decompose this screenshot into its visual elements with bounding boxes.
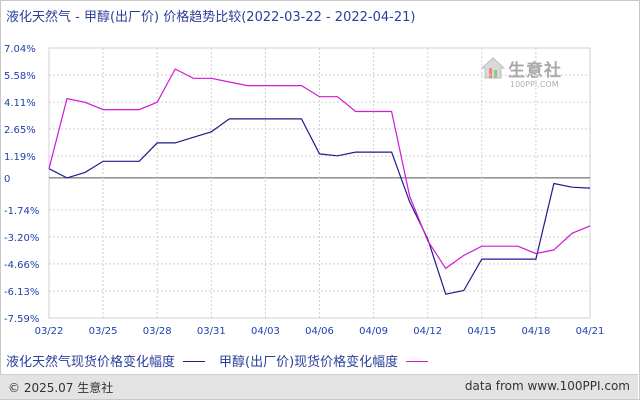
series-line-2	[48, 68, 591, 270]
x-tick-label: 03/25	[89, 326, 118, 337]
legend-label-series2: 甲醇(出厂价)现货价格变化幅度	[219, 355, 399, 370]
x-tick-label: 03/22	[35, 326, 64, 337]
chart-date-range: (2022-03-22 - 2022-04-21)	[241, 10, 416, 25]
x-tick-label: 04/21	[576, 326, 605, 337]
y-tick-label: 4.11%	[4, 98, 36, 109]
y-tick-label: 2.65%	[4, 125, 36, 136]
x-tick-label: 04/06	[305, 326, 334, 337]
series-line-1	[48, 118, 591, 295]
legend-swatch-series2	[406, 361, 429, 362]
footer-copyright: © 2025.07 生意社	[8, 381, 114, 395]
legend-swatch-series1	[183, 361, 206, 362]
chart-legend: 液化天然气现货价格变化幅度 甲醇(出厂价)现货价格变化幅度	[6, 351, 442, 370]
footer-bar: © 2025.07 生意社 data from www.100PPI.com	[0, 374, 638, 399]
chart-grid	[48, 47, 591, 319]
x-tick-label: 03/28	[143, 326, 172, 337]
chart-title: 液化天然气 - 甲醇(出厂价) 价格趋势比较(2022-03-22 - 2022…	[6, 6, 415, 25]
x-tick-label: 04/12	[413, 326, 442, 337]
chart-lines	[48, 68, 591, 295]
y-tick-label: -7.59%	[4, 314, 39, 325]
chart-title-text: 液化天然气 - 甲醇(出厂价) 价格趋势比较	[6, 10, 242, 25]
watermark-house-icon	[480, 57, 506, 79]
y-tick-label: -1.74%	[4, 206, 39, 217]
x-tick-label: 03/31	[197, 326, 226, 337]
legend-label-series1: 液化天然气现货价格变化幅度	[6, 355, 176, 370]
x-axis-ticks: 03/22 03/25 03/28 03/31 04/03 04/06 04/09 04/12…	[35, 326, 605, 337]
x-tick-label: 04/15	[467, 326, 496, 337]
y-axis-ticks: 7.04% 5.58% 4.11% 2.65% 1.19% 0 -1.74% -3.20% -4…	[4, 44, 39, 325]
y-tick-label: 5.58%	[4, 71, 36, 82]
x-tick-label: 04/03	[251, 326, 280, 337]
y-tick-label: -4.66%	[4, 260, 39, 271]
watermark-url: 100PPI.COM	[510, 80, 559, 89]
y-tick-label: 7.04%	[4, 44, 36, 55]
watermark-name: 生意社	[508, 61, 562, 81]
footer-site-link[interactable]: data from www.100PPI.com	[464, 379, 630, 393]
x-tick-label: 04/18	[521, 326, 550, 337]
y-tick-label: -6.13%	[4, 287, 39, 298]
y-tick-label: -3.20%	[4, 233, 39, 244]
watermark: 生意社 100PPI.COM	[480, 54, 580, 94]
y-tick-label: 0	[4, 174, 10, 185]
y-tick-label: 1.19%	[4, 152, 36, 163]
x-tick-label: 04/09	[359, 326, 388, 337]
